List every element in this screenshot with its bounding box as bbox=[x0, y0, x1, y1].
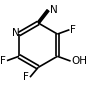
Text: N: N bbox=[12, 28, 20, 38]
Text: F: F bbox=[23, 72, 29, 82]
Text: OH: OH bbox=[72, 56, 88, 66]
Text: N: N bbox=[50, 5, 58, 15]
Text: F: F bbox=[70, 25, 76, 35]
Text: F: F bbox=[0, 56, 6, 66]
